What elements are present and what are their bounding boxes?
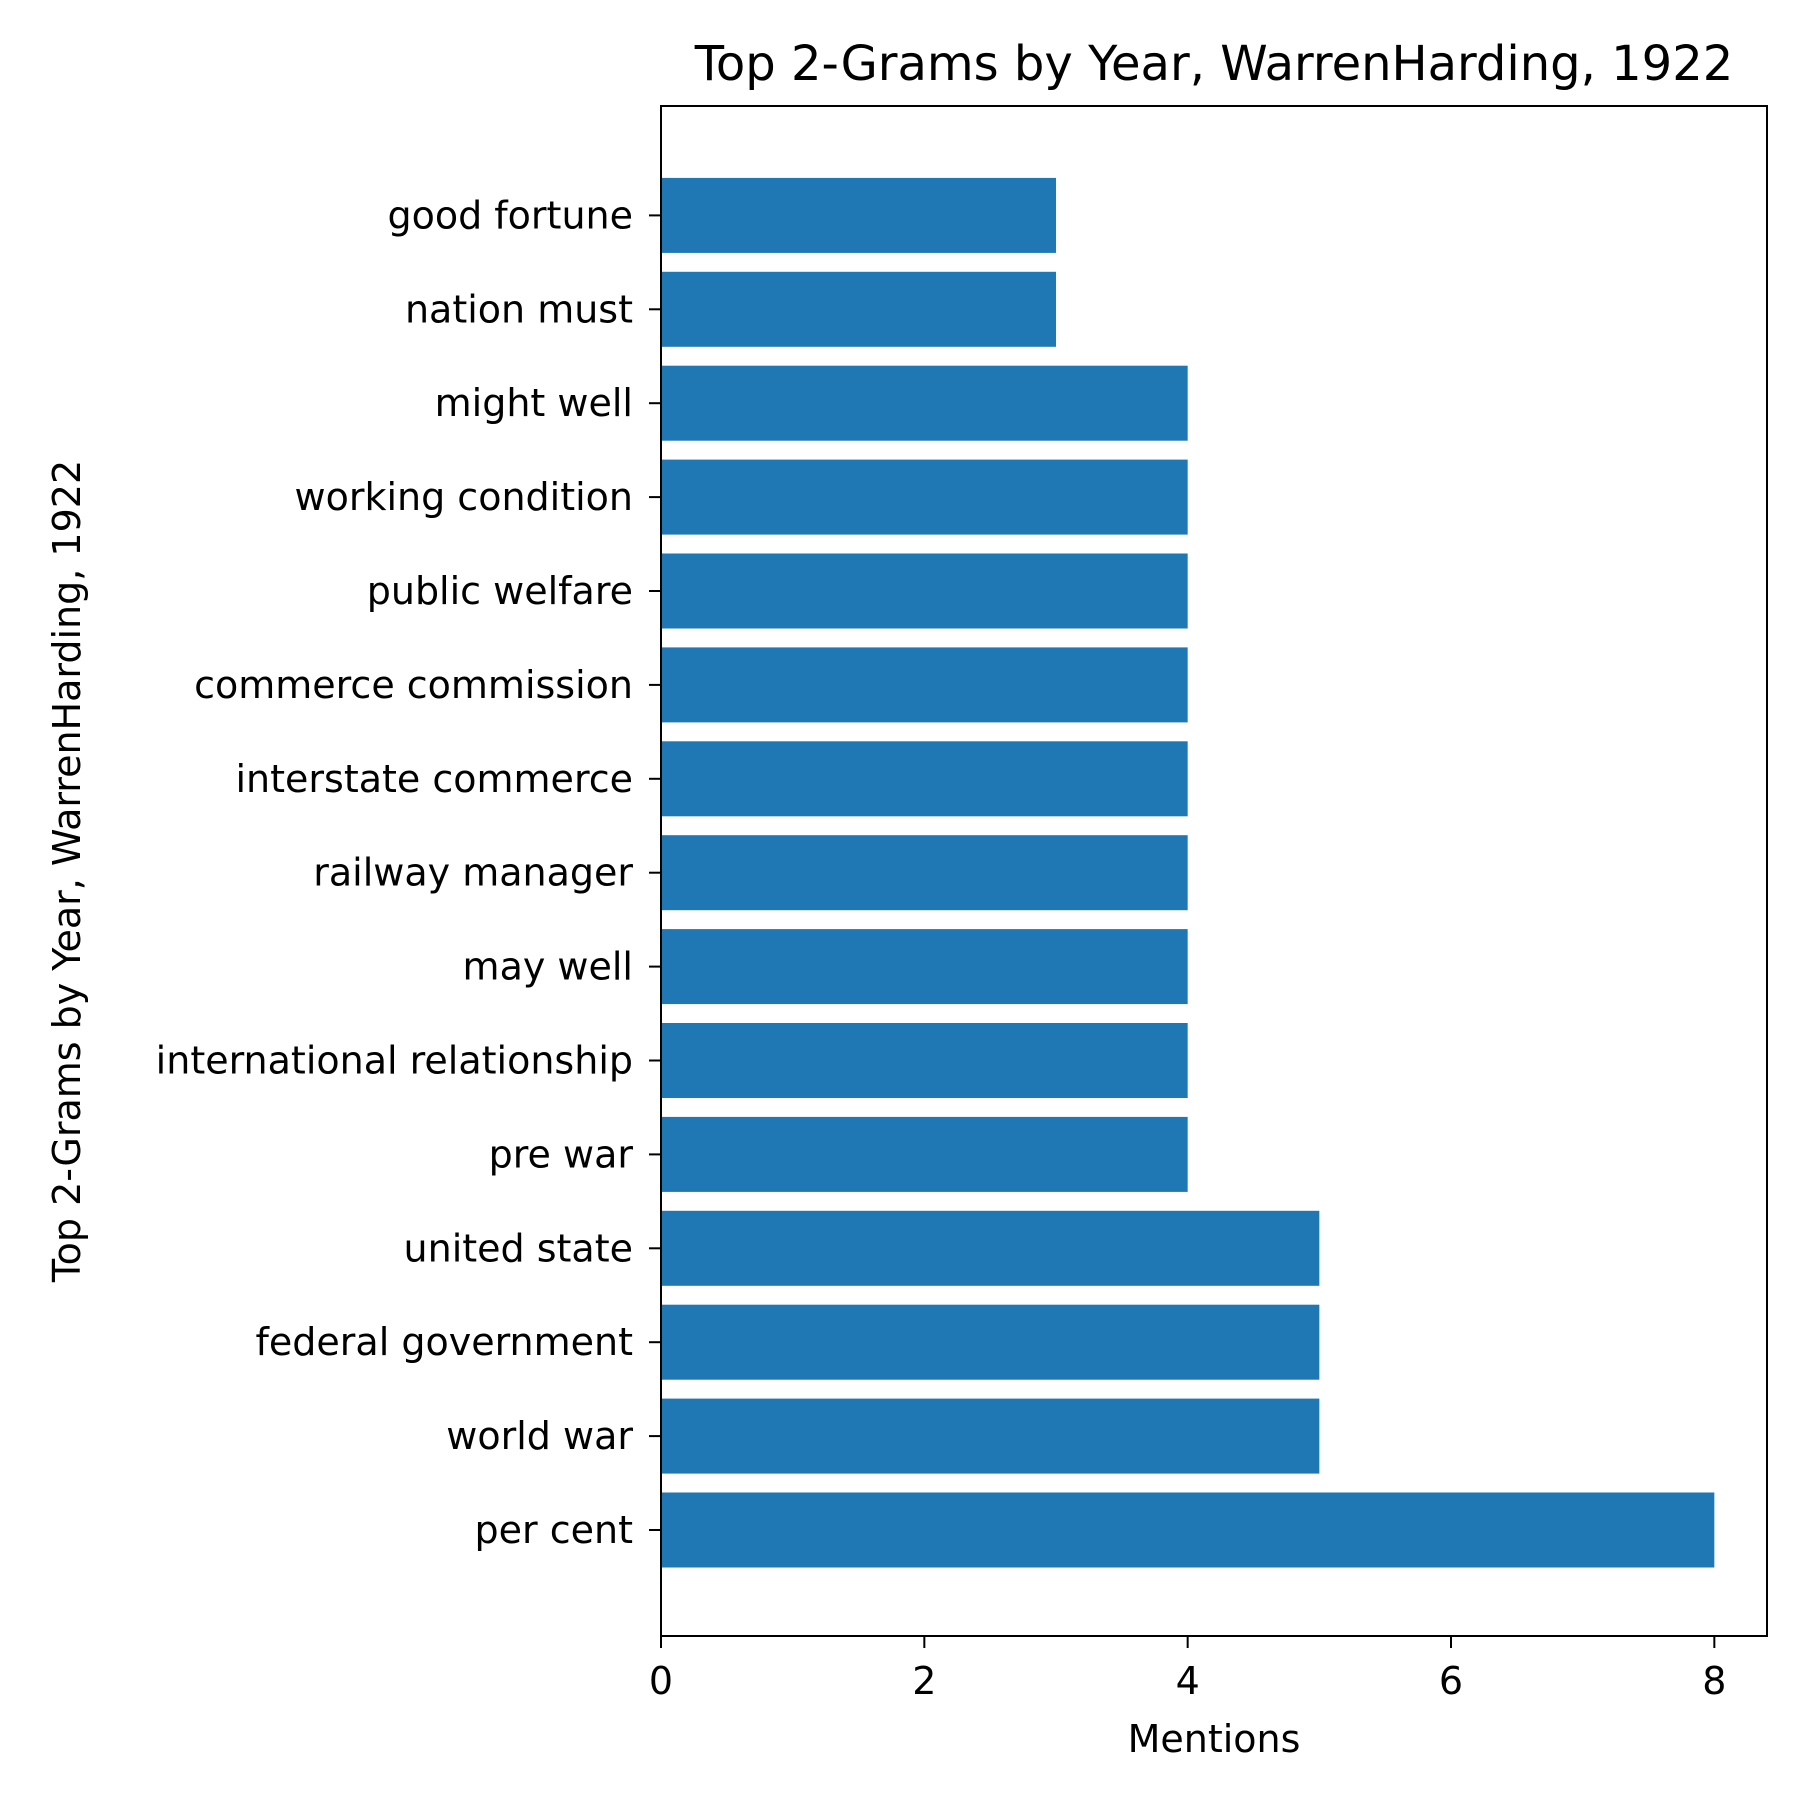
y-tick-label: good fortune (387, 193, 633, 237)
bar-public-welfare (661, 553, 1188, 629)
x-tick-label: 2 (912, 1659, 936, 1703)
x-axis-label: Mentions (1128, 1717, 1301, 1761)
y-tick-label: nation must (405, 287, 633, 331)
bar-international-relationship (661, 1023, 1188, 1098)
y-axis-label: Top 2-Grams by Year, WarrenHarding, 1922 (45, 460, 89, 1283)
bar-nation-must (661, 271, 1056, 347)
x-axis-ticks: 0 2 4 6 8 (649, 1636, 1726, 1703)
chart-title: Top 2-Grams by Year, WarrenHarding, 1922 (694, 36, 1734, 92)
y-tick-label: railway manager (313, 851, 633, 895)
y-tick-label: federal government (256, 1320, 633, 1364)
bar-federal-government (661, 1304, 1320, 1380)
bar-may-well (661, 929, 1188, 1005)
y-tick-label: public welfare (367, 569, 633, 613)
y-tick-label: commerce commission (194, 663, 633, 707)
bar-per-cent (661, 1492, 1715, 1568)
y-tick-label: may well (463, 945, 633, 989)
bar-interstate-commerce (661, 741, 1188, 817)
x-tick-label: 6 (1439, 1659, 1463, 1703)
bar-working-condition (661, 459, 1188, 535)
bar-world-war (661, 1398, 1320, 1474)
bar-pre-war (661, 1116, 1188, 1192)
y-tick-label: international relationship (156, 1039, 633, 1083)
y-tick-label: united state (404, 1226, 633, 1270)
y-tick-label: might well (435, 381, 633, 425)
y-tick-label: pre war (489, 1132, 634, 1176)
x-tick-label: 8 (1702, 1659, 1726, 1703)
bar-united-state (661, 1210, 1320, 1286)
bar-commerce-commission (661, 647, 1188, 723)
bar-good-fortune (661, 177, 1056, 253)
y-axis-ticks: per cent world war federal government unite… (156, 193, 661, 1552)
bar-railway-manager (661, 835, 1188, 911)
bar-might-well (661, 365, 1188, 441)
y-tick-label: interstate commerce (236, 757, 634, 801)
plot-area-frame (660, 105, 1768, 1637)
x-tick-label: 0 (649, 1659, 673, 1703)
x-tick-label: 4 (1176, 1659, 1200, 1703)
y-tick-label: per cent (475, 1508, 633, 1552)
y-tick-label: world war (446, 1414, 633, 1458)
y-tick-label: working condition (295, 475, 634, 519)
bars-group (661, 177, 1715, 1568)
